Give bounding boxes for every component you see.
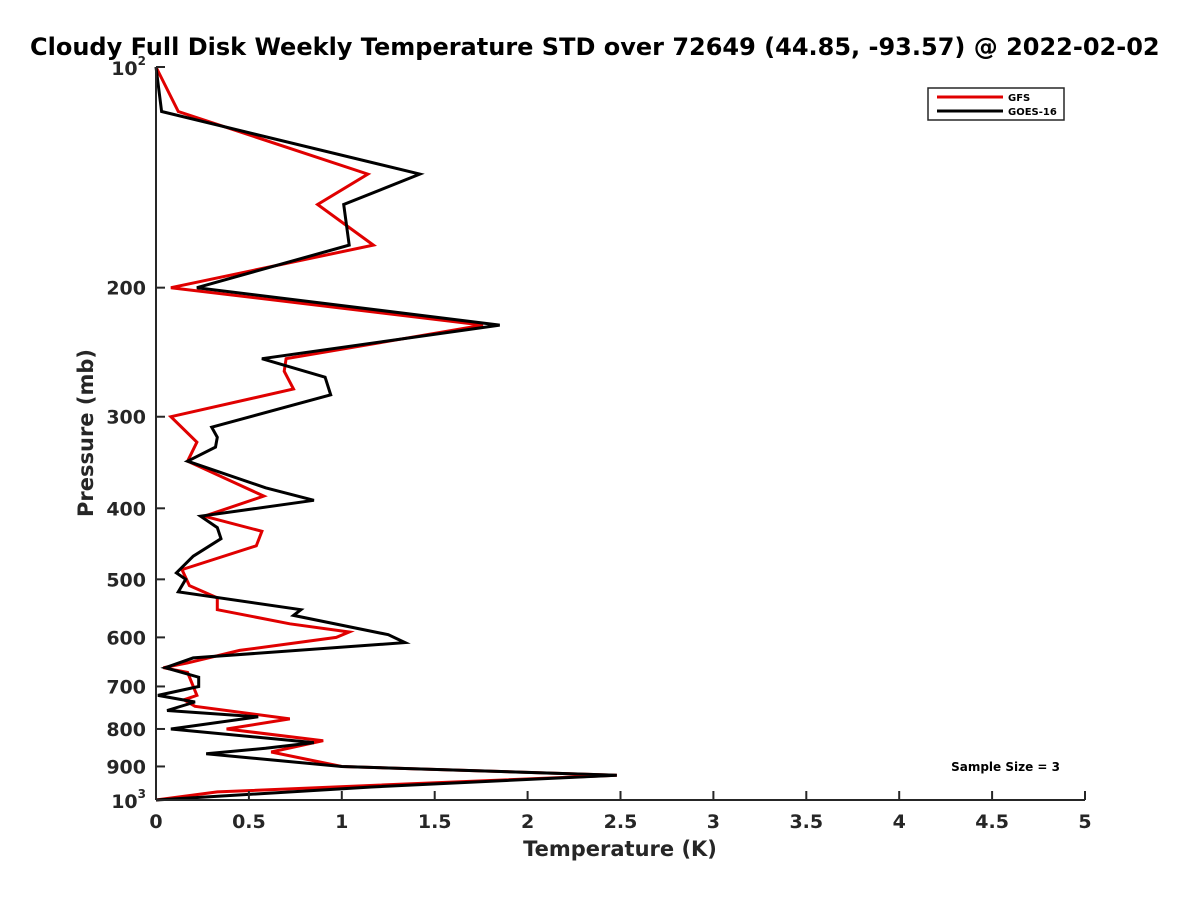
x-tick-label: 4 — [893, 811, 906, 833]
y-tick-label: 800 — [106, 719, 146, 741]
chart-title: Cloudy Full Disk Weekly Temperature STD … — [30, 33, 1160, 61]
sample-size-annotation: Sample Size = 3 — [951, 760, 1060, 774]
x-tick-label: 0.5 — [232, 811, 266, 833]
x-tick-label: 2.5 — [604, 811, 638, 833]
y-tick-label: 103 — [111, 787, 146, 813]
x-tick-label: 1 — [335, 811, 348, 833]
y-tick-label: 700 — [106, 676, 146, 698]
x-tick-label: 3 — [707, 811, 720, 833]
x-tick-label: 0 — [149, 811, 162, 833]
y-tick-label: 200 — [106, 278, 146, 300]
legend-box — [927, 87, 1065, 121]
x-ticks: 0 0.5 1 1.5 2 2.5 3 3.5 4 4.5 5 — [149, 791, 1092, 833]
y-tick-label: 500 — [106, 569, 146, 591]
legend-entry: GFS — [1008, 93, 1030, 104]
legend-entry: GOES-16 — [1008, 107, 1057, 118]
series-line-gfs — [154, 66, 617, 802]
y-axis-label: Pressure (mb) — [74, 349, 98, 517]
x-tick-label: 1.5 — [418, 811, 452, 833]
y-tick-label: 900 — [106, 756, 146, 778]
x-axis-label: Temperature (K) — [523, 837, 717, 861]
y-ticks: 102 200 300 400 500 600 700 800 900 103 — [106, 54, 165, 813]
x-tick-label: 4.5 — [975, 811, 1009, 833]
y-tick-label: 102 — [111, 54, 146, 80]
x-tick-label: 3.5 — [789, 811, 823, 833]
x-tick-label: 5 — [1078, 811, 1091, 833]
series-line-goes-16 — [154, 66, 617, 802]
plot-area: 0 0.5 1 1.5 2 2.5 3 3.5 4 4.5 5 102 200 300 400 500 600… — [106, 54, 1091, 833]
legend: GFS GOES-16 — [927, 87, 1065, 121]
y-tick-label: 300 — [106, 407, 146, 429]
series-layer — [154, 66, 617, 802]
y-tick-label: 400 — [106, 498, 146, 520]
y-tick-label: 600 — [106, 627, 146, 649]
x-tick-label: 2 — [521, 811, 534, 833]
